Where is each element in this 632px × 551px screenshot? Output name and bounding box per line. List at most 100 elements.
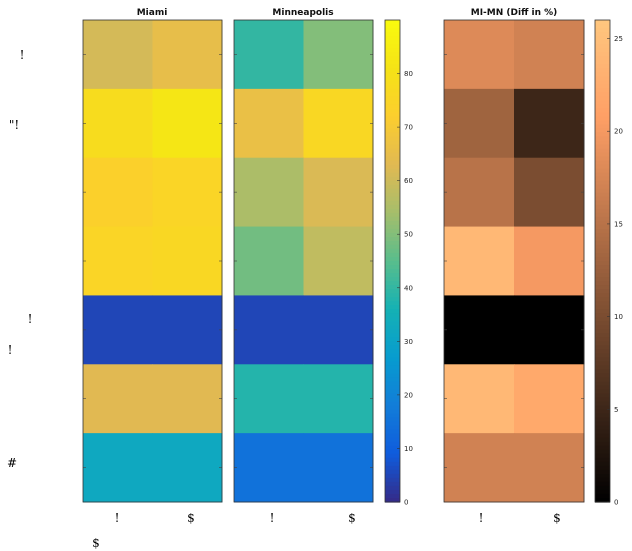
heatmap-cell	[83, 88, 153, 159]
heatmap-cell	[303, 157, 374, 228]
colorbar-swatch	[595, 393, 610, 399]
colorbar-swatch	[595, 104, 610, 109]
colorbar-swatch	[385, 269, 400, 274]
colorbar-swatch	[385, 108, 400, 113]
colorbar-swatch	[595, 96, 610, 101]
colorbar-swatch	[385, 60, 400, 65]
colorbar-swatch	[385, 132, 400, 138]
colorbar-swatch	[595, 325, 610, 330]
colorbar-swatch	[595, 164, 610, 170]
colorbar-swatch	[385, 252, 400, 258]
colorbar-swatch	[595, 216, 610, 222]
colorbar-swatch	[595, 413, 610, 419]
colorbar-tick-label: 50	[404, 231, 413, 239]
colorbar-swatch	[595, 240, 610, 246]
heatmap-cell	[234, 157, 304, 228]
heatmap-cell	[514, 157, 585, 228]
colorbar-swatch	[385, 176, 400, 182]
colorbar-swatch	[595, 92, 610, 97]
colorbar-swatch	[385, 128, 400, 134]
colorbar-swatch	[385, 281, 400, 286]
heatmap-cell	[514, 20, 585, 90]
colorbar-swatch	[595, 437, 610, 443]
heatmap-cell	[444, 88, 515, 159]
heatmap-cell	[514, 295, 585, 365]
colorbar-swatch	[385, 277, 400, 282]
heatmap-cell	[444, 157, 515, 228]
colorbar-swatch	[385, 256, 400, 262]
colorbar-swatch	[595, 265, 610, 270]
colorbar-swatch	[595, 232, 610, 238]
minneapolis-panel-title: Minneapolis	[272, 8, 333, 18]
colorbar-tick-label: 0	[614, 499, 618, 507]
colorbar-swatch	[385, 88, 400, 93]
colorbar-swatch	[595, 481, 610, 487]
colorbar-swatch	[595, 329, 610, 334]
colorbar-swatch	[385, 84, 400, 89]
diff-panel-frame	[443, 19, 585, 503]
colorbar-swatch	[385, 457, 400, 463]
heatmap-cells	[83, 20, 585, 503]
colorbar-swatch	[385, 421, 400, 427]
heatmap-cell	[303, 433, 374, 503]
parula-colorbar-frame	[384, 19, 401, 503]
diff-panel-title: MI-MN (Diff in %)	[471, 8, 558, 18]
colorbar-swatch	[595, 441, 610, 447]
colorbar-swatch	[595, 212, 610, 218]
colorbar-swatch	[385, 341, 400, 346]
colorbar-swatch	[385, 429, 400, 435]
heatmap-cell	[152, 364, 223, 434]
colorbar-swatch	[385, 309, 400, 314]
colorbar-swatch	[385, 136, 400, 142]
colorbar-swatch	[385, 36, 400, 41]
colorbar-swatch	[385, 232, 400, 238]
colorbar-swatch	[595, 397, 610, 403]
colorbar-swatch	[595, 449, 610, 455]
colorbar-swatch	[595, 365, 610, 371]
colorbar-swatch	[595, 297, 610, 302]
colorbar-swatch	[595, 48, 610, 53]
heatmap-cell	[444, 295, 515, 365]
heatmap-cell	[83, 226, 153, 296]
colorbar-swatch	[385, 417, 400, 423]
colorbar-swatch	[385, 184, 400, 190]
row-label: #	[7, 456, 17, 470]
colorbar-swatch	[595, 116, 610, 122]
heatmap-cell	[444, 226, 515, 296]
colorbar-swatch	[385, 389, 400, 395]
colorbar-swatch	[385, 144, 400, 150]
colorbar-tick-label: 30	[404, 338, 413, 346]
colorbar-swatch	[595, 172, 610, 178]
colorbar-swatch	[385, 236, 400, 242]
colorbar-swatch	[385, 453, 400, 459]
colorbar-swatch	[595, 168, 610, 174]
colorbar-swatch	[385, 305, 400, 310]
colorbar-swatch	[385, 208, 400, 214]
copper-colorbar-frame	[594, 19, 611, 503]
colorbar-swatch	[385, 405, 400, 411]
colorbar-swatch	[595, 317, 610, 322]
colorbar-swatch	[595, 373, 610, 379]
colorbar-tick-label: 15	[614, 220, 623, 228]
colorbar-swatch	[595, 128, 610, 134]
colorbar-swatch	[595, 76, 610, 81]
colorbar-swatch	[595, 349, 610, 354]
colorbar-swatch	[385, 180, 400, 186]
colorbar-swatch	[595, 180, 610, 186]
colorbar-swatch	[385, 449, 400, 455]
colorbar-swatch	[595, 72, 610, 77]
colorbar-swatch	[385, 473, 400, 479]
colorbar-swatch	[385, 369, 400, 375]
heatmap-cell	[83, 364, 153, 434]
colorbar-swatch	[595, 176, 610, 182]
colorbar-tick-label: 10	[614, 313, 623, 321]
colorbar-swatch	[385, 345, 400, 350]
colorbar-swatch	[595, 321, 610, 326]
colorbar-swatch	[595, 357, 610, 363]
colorbar-swatch	[595, 305, 610, 310]
colorbar-swatch	[595, 236, 610, 242]
heatmap-cell	[303, 226, 374, 296]
colorbar-swatch	[595, 461, 610, 467]
colorbar-swatch	[595, 389, 610, 395]
heatmap-cell	[152, 226, 223, 296]
